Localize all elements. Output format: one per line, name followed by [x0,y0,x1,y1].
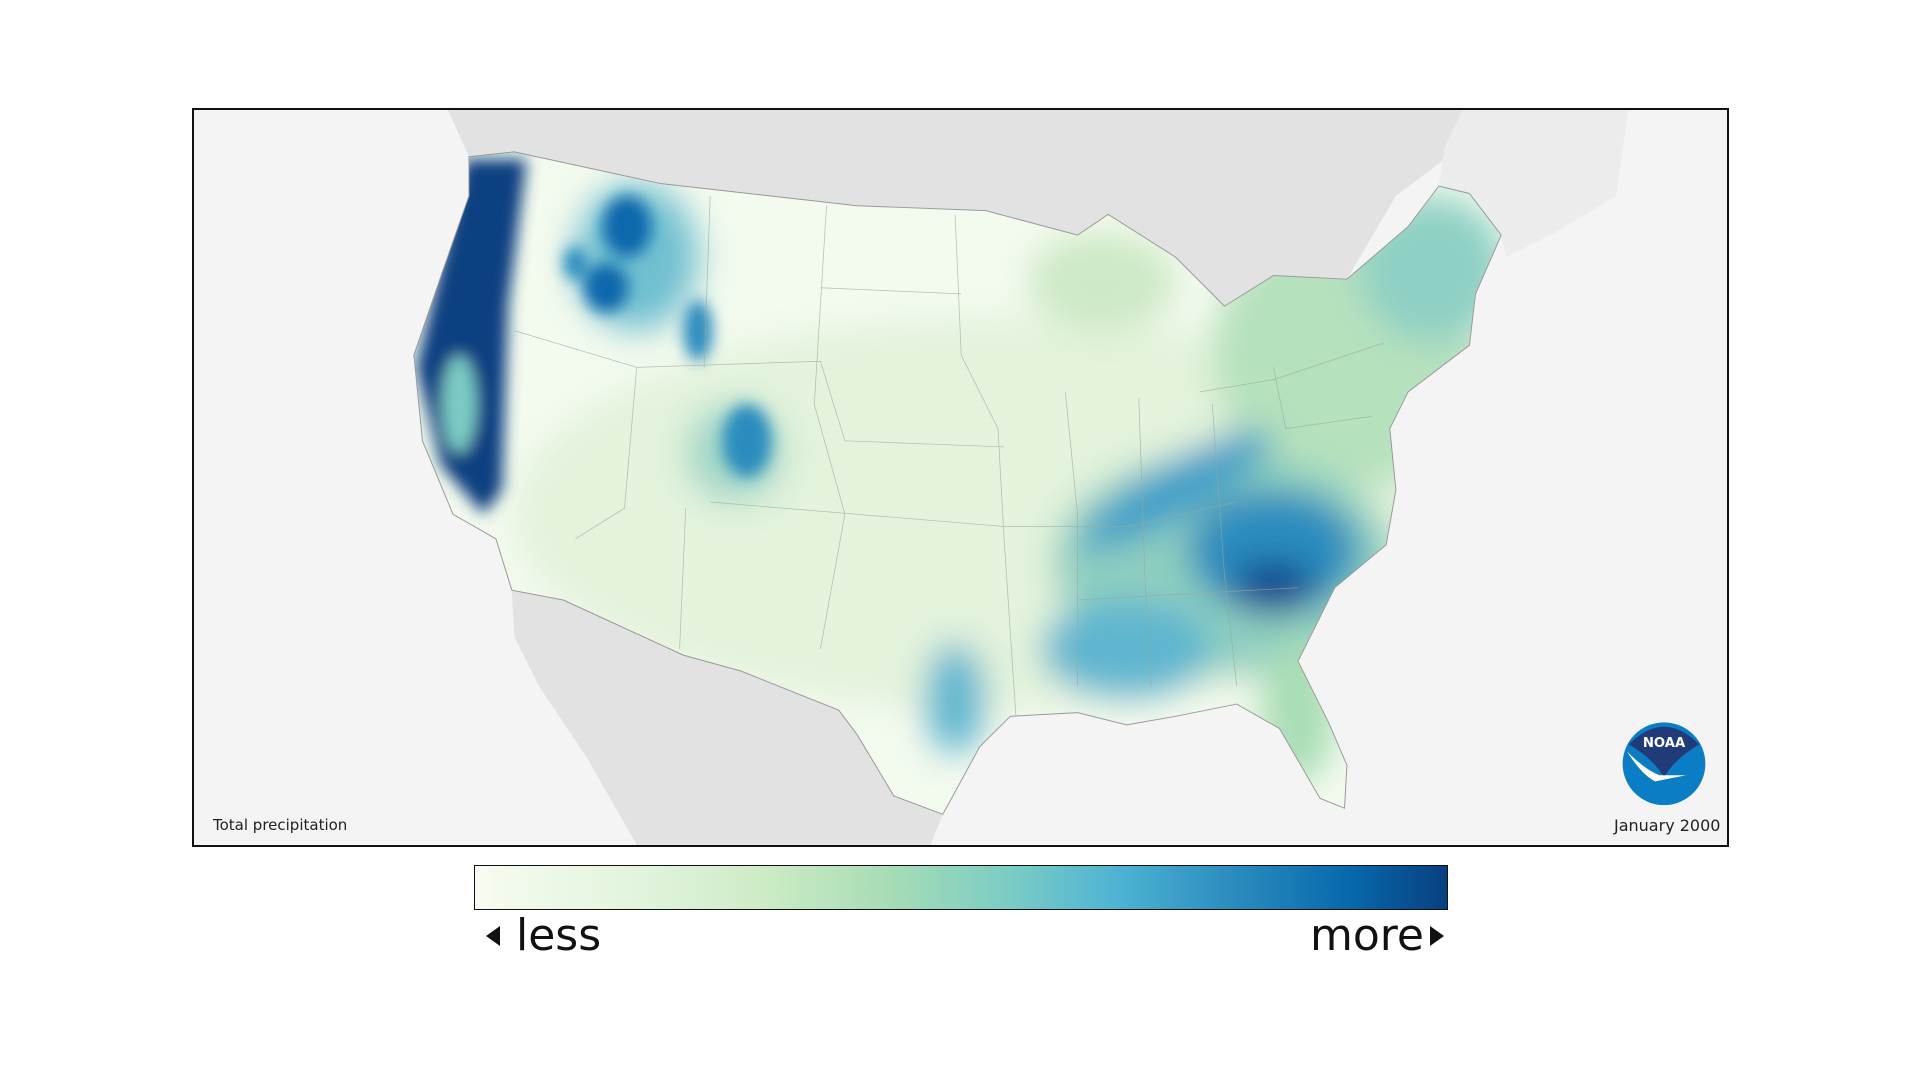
map-frame [192,108,1729,847]
svg-text:NOAA: NOAA [1643,736,1686,751]
legend-colorbar [474,865,1448,910]
canada-landmass [446,107,1464,307]
triangle-left-icon [486,926,500,946]
state-borders [514,195,1384,723]
canada-maritimes [1438,107,1629,258]
legend-more-label: more [1310,910,1424,961]
map-subject-label: Total precipitation [213,816,348,834]
mexico-landmass [511,590,943,845]
triangle-right-icon [1430,926,1444,946]
legend-less-label: less [516,910,602,961]
noaa-logo: NOAA [1622,722,1706,806]
map-date-label: January 2000 [1614,816,1721,835]
